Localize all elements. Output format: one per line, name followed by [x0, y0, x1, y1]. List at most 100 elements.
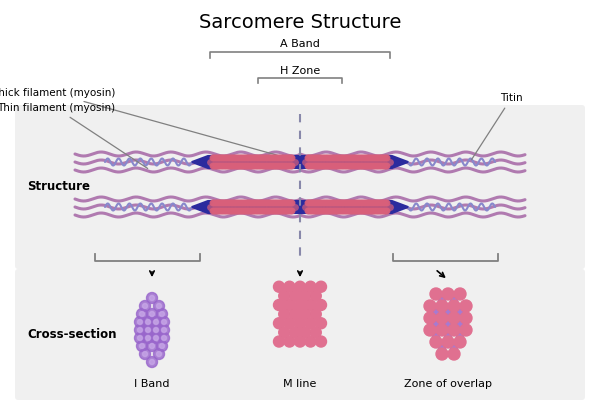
- Circle shape: [283, 208, 289, 214]
- Circle shape: [367, 208, 372, 214]
- Circle shape: [251, 208, 257, 214]
- Circle shape: [151, 317, 161, 328]
- Circle shape: [282, 208, 287, 214]
- Circle shape: [270, 155, 276, 161]
- Circle shape: [336, 200, 341, 206]
- Circle shape: [239, 200, 245, 206]
- Circle shape: [308, 163, 314, 169]
- Circle shape: [319, 200, 324, 206]
- Circle shape: [289, 208, 295, 214]
- Circle shape: [245, 208, 251, 214]
- Circle shape: [229, 208, 235, 214]
- Circle shape: [316, 155, 321, 161]
- Circle shape: [146, 292, 157, 304]
- Circle shape: [263, 155, 268, 161]
- Circle shape: [266, 208, 271, 214]
- Circle shape: [226, 163, 232, 169]
- Circle shape: [215, 200, 220, 206]
- Circle shape: [355, 200, 361, 206]
- Circle shape: [276, 163, 281, 169]
- Circle shape: [279, 208, 284, 214]
- Circle shape: [313, 163, 318, 169]
- Circle shape: [137, 328, 143, 333]
- Circle shape: [333, 200, 338, 206]
- Circle shape: [218, 200, 223, 206]
- Circle shape: [332, 163, 337, 169]
- Circle shape: [289, 200, 295, 206]
- Circle shape: [329, 155, 334, 161]
- Circle shape: [339, 163, 344, 169]
- Circle shape: [439, 344, 445, 352]
- Circle shape: [219, 200, 224, 206]
- Circle shape: [269, 200, 274, 206]
- Circle shape: [215, 155, 220, 161]
- Circle shape: [376, 208, 381, 214]
- Circle shape: [337, 163, 343, 169]
- Circle shape: [361, 155, 367, 161]
- Circle shape: [230, 208, 236, 214]
- Circle shape: [358, 155, 364, 161]
- Circle shape: [232, 163, 238, 169]
- Circle shape: [228, 200, 233, 206]
- Circle shape: [295, 299, 305, 310]
- Circle shape: [241, 208, 247, 214]
- Circle shape: [371, 200, 377, 206]
- Circle shape: [319, 163, 324, 169]
- Circle shape: [307, 200, 312, 206]
- Circle shape: [253, 155, 258, 161]
- Circle shape: [149, 312, 155, 317]
- Circle shape: [326, 200, 331, 206]
- Circle shape: [216, 208, 221, 214]
- Circle shape: [272, 200, 277, 206]
- Circle shape: [359, 163, 365, 169]
- Circle shape: [445, 333, 452, 339]
- Circle shape: [377, 208, 382, 214]
- Circle shape: [256, 200, 261, 206]
- Circle shape: [265, 155, 270, 161]
- Circle shape: [146, 341, 157, 352]
- Circle shape: [365, 155, 371, 161]
- Circle shape: [238, 163, 244, 169]
- Circle shape: [269, 163, 274, 169]
- Circle shape: [146, 309, 157, 320]
- Circle shape: [337, 200, 343, 206]
- Circle shape: [349, 155, 355, 161]
- Polygon shape: [192, 201, 408, 213]
- Circle shape: [376, 200, 381, 206]
- Circle shape: [143, 317, 154, 328]
- Circle shape: [213, 163, 219, 169]
- Circle shape: [346, 155, 352, 161]
- Circle shape: [307, 155, 312, 161]
- Circle shape: [356, 208, 362, 214]
- Circle shape: [247, 163, 253, 169]
- Circle shape: [280, 155, 286, 161]
- Circle shape: [380, 208, 385, 214]
- Circle shape: [346, 208, 352, 214]
- Circle shape: [282, 155, 287, 161]
- Circle shape: [313, 200, 318, 206]
- Circle shape: [242, 163, 248, 169]
- Circle shape: [236, 200, 242, 206]
- Circle shape: [242, 208, 248, 214]
- Circle shape: [262, 200, 267, 206]
- Circle shape: [374, 200, 380, 206]
- Text: Zone of overlap: Zone of overlap: [404, 379, 492, 389]
- Circle shape: [137, 336, 143, 341]
- Circle shape: [334, 200, 340, 206]
- Circle shape: [223, 208, 229, 214]
- Circle shape: [454, 288, 466, 300]
- Circle shape: [256, 208, 261, 214]
- Circle shape: [339, 155, 344, 161]
- Circle shape: [350, 200, 356, 206]
- Circle shape: [254, 155, 260, 161]
- Circle shape: [329, 163, 334, 169]
- Circle shape: [340, 155, 346, 161]
- Circle shape: [451, 297, 458, 304]
- Circle shape: [257, 208, 263, 214]
- Circle shape: [228, 163, 233, 169]
- Text: Structure: Structure: [27, 181, 90, 194]
- Circle shape: [223, 163, 229, 169]
- Circle shape: [305, 155, 311, 161]
- Circle shape: [430, 336, 442, 348]
- Circle shape: [364, 155, 370, 161]
